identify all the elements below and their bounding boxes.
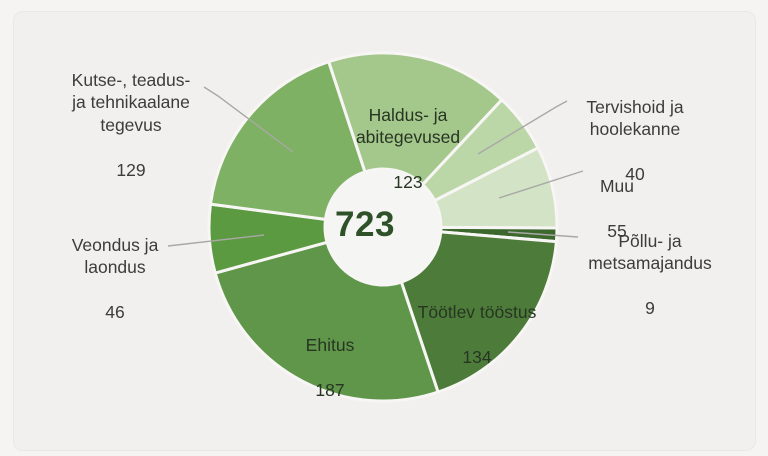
label-pollu-value: 9 [645,298,655,318]
label-tervishoid-value: 40 [625,164,645,184]
pie-segment-tootlev[interactable] [399,230,558,394]
leader-line-muu [498,170,584,199]
leader-lines [167,86,584,247]
label-ehitus-value: 187 [315,379,345,400]
label-ehitus: Ehitus 187 [306,311,355,424]
label-muu: Muu 55 [600,152,634,265]
pie-segment-ehitus[interactable] [213,240,440,403]
leader-line-tervishoid [477,100,568,155]
label-tervishoid: Tervishoid ja hoolekanne 40 [586,73,683,208]
label-veondus: Veondus ja laondus 46 [72,211,159,346]
leader-line-kutse [203,86,294,153]
label-haldus-value: 123 [393,172,423,192]
label-haldus-text: Haldus- ja abitegevused [355,104,461,148]
donut-hole [326,170,440,284]
label-tervishoid-text: Tervishoid ja hoolekanne [586,96,684,140]
label-ehitus-text: Ehitus [305,334,355,355]
label-kutse-value: 129 [116,159,146,180]
label-kutse: Kutse-, teadus- ja tehnikaalane tegevus … [72,46,191,204]
leader-line-pollu [507,231,579,238]
label-tootlev: Töötlev tööstus 134 [418,278,537,391]
donut-center-total: 723 [335,205,395,244]
label-pollu: Põllu- ja metsamajandus 9 [588,207,712,342]
label-veondus-value: 46 [105,302,125,322]
pie-segment-kutse[interactable] [209,60,367,221]
label-haldus: Haldus- ja abitegevused 123 [356,81,460,216]
donut-segments [207,51,559,403]
label-tootlev-text: Töötlev tööstus [417,301,537,322]
label-tootlev-value: 134 [462,346,492,367]
leader-line-veondus [167,234,265,247]
label-pollu-text: Põllu- ja metsamajandus [588,230,712,274]
label-muu-text: Muu [599,175,635,196]
pie-segment-haldus[interactable] [327,51,504,187]
label-veondus-text: Veondus ja laondus [71,234,159,278]
label-muu-value: 55 [607,220,627,241]
label-kutse-text: Kutse-, teadus- ja tehnikaalane tegevus [71,69,191,135]
